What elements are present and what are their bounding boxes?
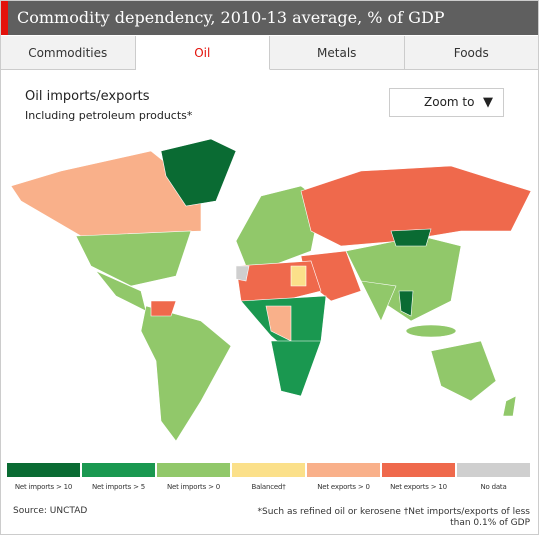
region xyxy=(75,230,192,287)
region xyxy=(160,138,237,207)
legend-label: Balanced† xyxy=(251,483,286,491)
legend-item: Net exports > 10 xyxy=(382,463,455,491)
map-title: Oil imports/exports xyxy=(25,89,150,104)
legend-label: Net imports > 10 xyxy=(14,483,73,491)
tabs: Commodities Oil Metals Foods xyxy=(1,36,538,70)
region xyxy=(270,340,322,397)
legend-item: Balanced† xyxy=(232,463,305,491)
zoom-dropdown[interactable]: Zoom to ▼ xyxy=(389,88,504,117)
dropdown-arrow: ▼ xyxy=(483,95,493,110)
tab[interactable]: Commodities xyxy=(1,36,136,70)
legend-label: Net imports > 0 xyxy=(166,483,221,491)
source: Source: UNCTAD xyxy=(13,506,88,516)
tab[interactable]: Metals xyxy=(270,36,405,70)
legend-swatch xyxy=(82,463,155,477)
region xyxy=(300,165,532,247)
tab[interactable]: Foods xyxy=(404,36,538,70)
legend-swatch xyxy=(7,463,80,477)
region xyxy=(150,300,177,317)
region xyxy=(235,265,250,282)
title: Commodity dependency, 2010-13 average, %… xyxy=(17,8,445,27)
region xyxy=(405,324,457,338)
legend: Net imports > 10 Net imports > 5 Net impor… xyxy=(7,463,530,491)
accent-bar xyxy=(1,1,8,35)
legend-swatch xyxy=(307,463,380,477)
legend-label: Net exports > 10 xyxy=(390,483,447,491)
region xyxy=(430,340,497,402)
legend-swatch xyxy=(232,463,305,477)
tab[interactable]: Oil xyxy=(135,36,270,70)
region xyxy=(360,280,397,322)
region xyxy=(290,265,307,287)
legend-item: Net exports > 0 xyxy=(307,463,380,491)
zoom-label: Zoom to xyxy=(424,95,475,109)
legend-label: No data xyxy=(480,483,507,491)
region xyxy=(390,228,432,247)
header: Commodity dependency, 2010-13 average, %… xyxy=(1,1,538,35)
legend-label: Net exports > 0 xyxy=(317,483,370,491)
legend-item: Net imports > 10 xyxy=(7,463,80,491)
legend-item: Net imports > 0 xyxy=(157,463,230,491)
legend-swatch xyxy=(382,463,455,477)
world-map xyxy=(10,138,532,442)
footnote: *Such as refined oil or kerosene †Net im… xyxy=(257,507,530,528)
region xyxy=(502,395,517,417)
legend-item: No data xyxy=(457,463,530,491)
legend-swatch xyxy=(157,463,230,477)
legend-item: Net imports > 5 xyxy=(82,463,155,491)
region xyxy=(398,290,414,317)
region xyxy=(10,150,202,237)
map-subtitle: Including petroleum products* xyxy=(25,109,193,122)
legend-swatch xyxy=(457,463,530,477)
legend-label: Net imports > 5 xyxy=(91,483,146,491)
region xyxy=(140,305,232,442)
